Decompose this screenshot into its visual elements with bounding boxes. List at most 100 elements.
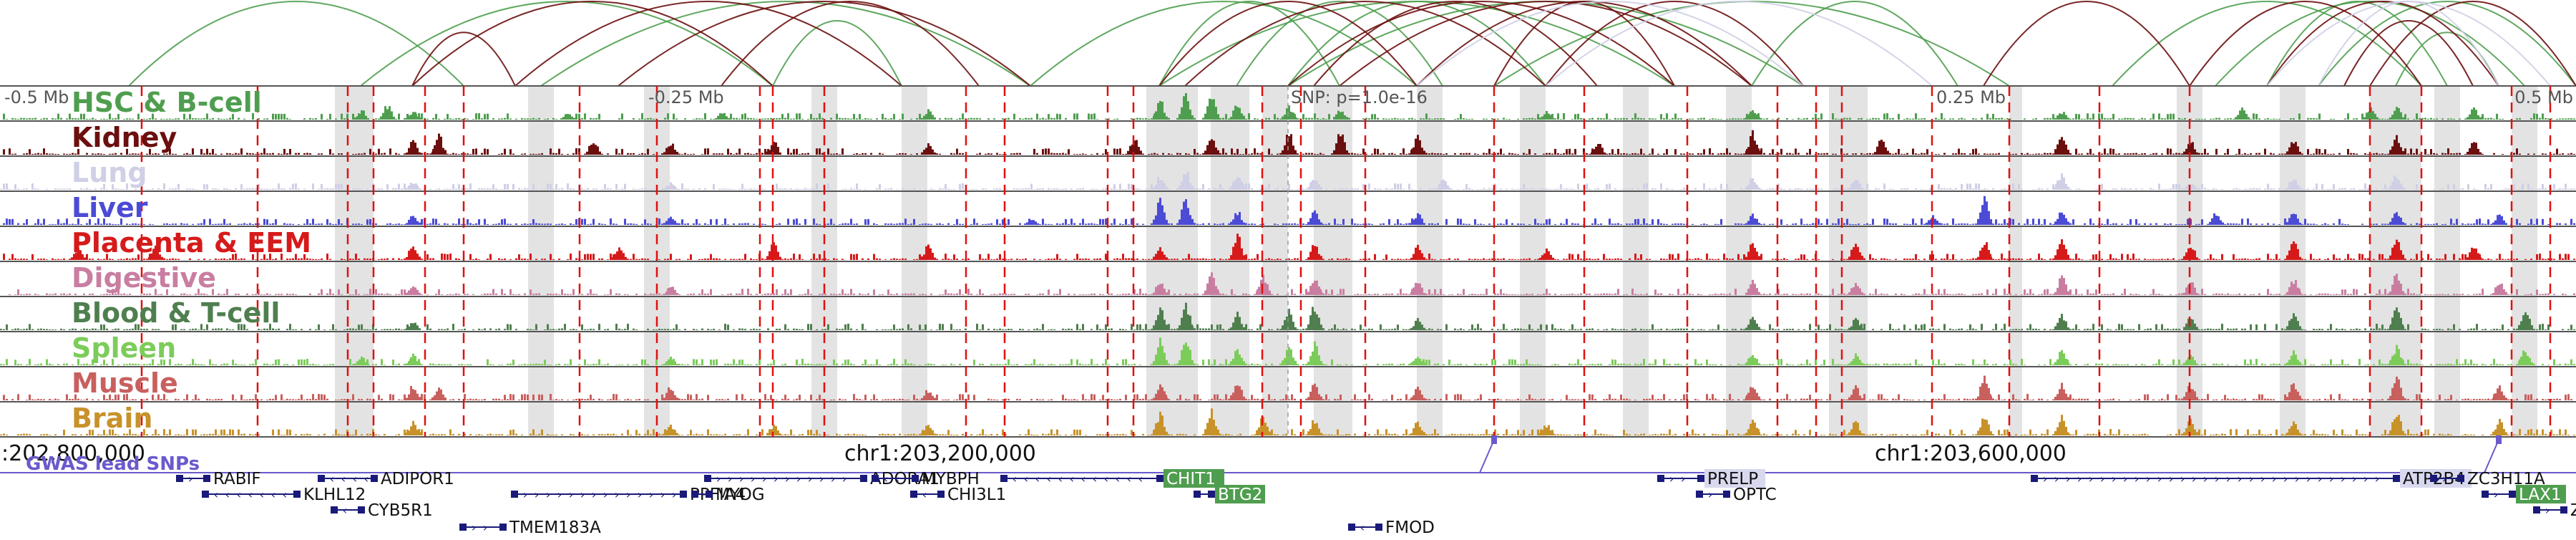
- signal-bin: [882, 294, 884, 295]
- signal-bin: [2001, 189, 2003, 190]
- signal-bin: [2175, 294, 2177, 295]
- signal-bin: [2562, 118, 2564, 120]
- signal-bin: [2424, 118, 2426, 120]
- signal-bin: [1912, 259, 1914, 260]
- peak-7: [1423, 223, 1425, 225]
- peak-10: [1546, 249, 1548, 260]
- signal-bin: [913, 294, 915, 295]
- signal-bin: [501, 259, 503, 260]
- signal-bin: [6, 324, 8, 330]
- signal-bin: [1096, 119, 1098, 120]
- signal-bin: [1108, 294, 1110, 295]
- signal-bin: [1961, 184, 1963, 190]
- signal-bin: [2204, 188, 2206, 190]
- signal-bin: [647, 149, 649, 155]
- signal-bin: [2026, 153, 2029, 155]
- signal-bin: [289, 149, 291, 155]
- signal-bin: [2135, 219, 2137, 225]
- signal-bin: [109, 223, 111, 225]
- peak-17: [2402, 255, 2404, 260]
- signal-bin: [2132, 294, 2135, 295]
- signal-bin: [1139, 189, 1141, 190]
- signal-bin: [1434, 153, 1436, 155]
- signal-bin: [1311, 153, 1313, 155]
- signal-bin: [1176, 259, 1179, 260]
- peak-4: [719, 113, 721, 120]
- peak-9: [2067, 291, 2069, 295]
- peak-5: [934, 117, 936, 120]
- signal-bin: [1454, 119, 1456, 120]
- peak-12: [2387, 188, 2389, 190]
- signal-bin: [1368, 118, 1370, 120]
- signal-bin: [303, 153, 306, 155]
- signal-bin: [1028, 118, 1030, 120]
- peak-6: [1413, 287, 1415, 295]
- signal-bin: [927, 223, 930, 225]
- peak-13: [1984, 245, 1986, 260]
- signal-bin: [1818, 259, 1820, 260]
- signal-bin: [1477, 259, 1479, 260]
- arc-hsc-b-cell-3: [1288, 1, 1803, 86]
- signal-bin: [3, 223, 5, 225]
- peak-5: [923, 150, 925, 155]
- signal-bin: [1989, 118, 1991, 120]
- peak-15: [2490, 224, 2492, 225]
- signal-bin: [80, 188, 82, 190]
- peak-11: [1344, 115, 1346, 120]
- signal-bin: [2441, 153, 2444, 155]
- signal-bin: [1259, 153, 1262, 155]
- signal-bin: [1611, 223, 1614, 225]
- peak-15: [2192, 142, 2194, 155]
- peak-13: [1887, 151, 1889, 155]
- peak-12: [2404, 294, 2406, 295]
- signal-bin: [635, 259, 638, 260]
- signal-bin: [1008, 118, 1010, 120]
- signal-bin: [2559, 188, 2561, 190]
- signal-bin: [939, 294, 941, 295]
- signal-bin: [2444, 224, 2446, 225]
- signal-bin: [384, 294, 386, 295]
- signal-bin: [610, 188, 612, 190]
- signal-bin: [212, 149, 214, 155]
- signal-bin: [266, 219, 268, 225]
- signal-bin: [1703, 149, 1705, 155]
- signal-bin: [1963, 294, 1966, 295]
- signal-bin: [1503, 259, 1505, 260]
- signal-bin: [1918, 259, 1920, 260]
- signal-bin: [2155, 259, 2157, 260]
- signal-bin: [1620, 153, 1622, 155]
- peak-0: [412, 184, 414, 190]
- peak-0: [408, 185, 410, 190]
- signal-bin: [816, 259, 818, 260]
- signal-bin: [315, 118, 317, 120]
- signal-bin: [2384, 289, 2386, 295]
- peak-9: [2054, 292, 2057, 295]
- signal-bin: [1428, 254, 1430, 260]
- peak-12: [2396, 178, 2398, 190]
- signal-bin: [1374, 254, 1376, 260]
- signal-bin: [2072, 259, 2074, 260]
- signal-bin: [461, 119, 463, 120]
- peak-15: [2181, 259, 2183, 260]
- peak-14: [2059, 113, 2061, 120]
- signal-bin: [1002, 219, 1004, 225]
- signal-bin: [956, 294, 958, 295]
- signal-bin: [2035, 118, 2037, 120]
- signal-bin: [426, 153, 429, 155]
- signal-bin: [1025, 188, 1027, 190]
- signal-bin: [1952, 218, 1954, 225]
- peak-8: [1747, 221, 1750, 225]
- signal-bin: [541, 259, 543, 260]
- peak-0: [412, 286, 414, 295]
- signal-bin: [89, 259, 91, 260]
- signal-bin: [930, 188, 932, 190]
- signal-bin: [913, 219, 915, 225]
- signal-bin: [1866, 223, 1868, 225]
- signal-bin: [658, 294, 660, 295]
- signal-bin: [2436, 294, 2438, 295]
- signal-bin: [1328, 223, 1330, 225]
- signal-bin: [1385, 294, 1387, 295]
- signal-bin: [1010, 153, 1013, 155]
- signal-bin: [355, 188, 357, 190]
